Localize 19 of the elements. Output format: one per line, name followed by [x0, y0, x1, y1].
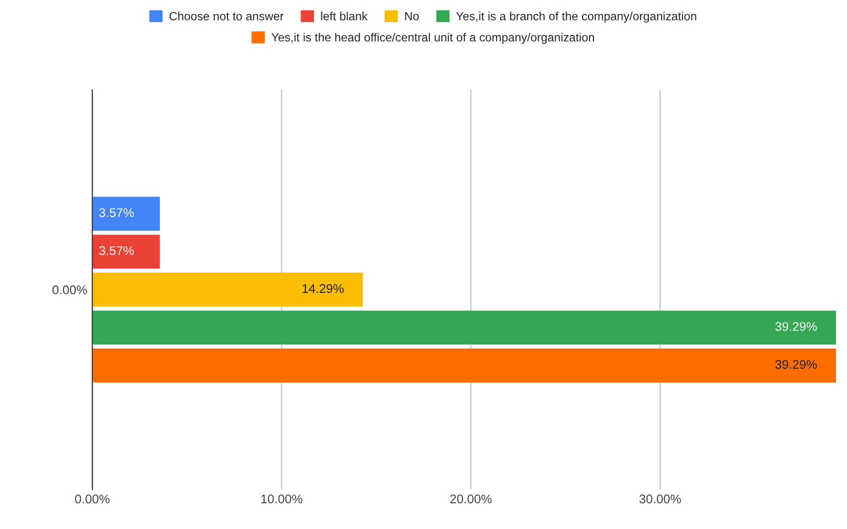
legend-label: Choose not to answer: [170, 12, 284, 20]
bar: [92, 196, 160, 231]
bar: [92, 234, 160, 269]
legend-label: No: [405, 12, 419, 20]
x-tick-label: 20.00%: [450, 494, 492, 504]
x-tick-label: 30.00%: [639, 494, 681, 504]
data-label: 39.29%: [775, 360, 817, 369]
data-label: 3.57%: [99, 208, 134, 218]
legend-label: left blank: [321, 12, 368, 20]
x-tick-label: 0.00%: [75, 494, 110, 504]
bar: [92, 348, 836, 382]
bar: [92, 272, 363, 307]
data-label: 3.57%: [99, 246, 134, 256]
data-label: 14.29%: [302, 284, 344, 293]
x-tick-label: 10.00%: [261, 494, 302, 504]
bar: [92, 310, 836, 345]
legend-label: Yes,it is a branch of the company/organization: [456, 12, 696, 23]
data-label: 39.29%: [775, 322, 817, 331]
legend-label: Yes,it is the head office/central unit of a company/organization: [271, 32, 594, 44]
